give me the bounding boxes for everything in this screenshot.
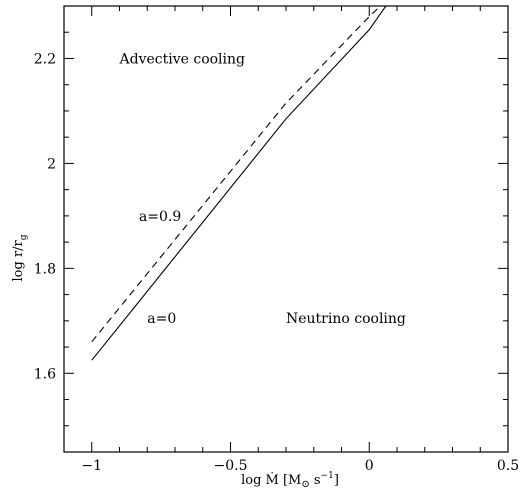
y-axis-label: log r/rg <box>11 234 29 281</box>
y-tick-label: 2.2 <box>34 51 56 67</box>
y-tick-label: 1.8 <box>34 261 56 277</box>
annotation-neutrino: Neutrino cooling <box>286 311 406 327</box>
annotation-a09: a=0.9 <box>139 209 181 225</box>
y-axis-label-main: log r/r <box>11 239 26 281</box>
y-axis-label-sub: g <box>19 234 29 240</box>
plot-frame <box>63 5 509 453</box>
x-axis-label: log Ṁ [M⊙ s−1] <box>241 471 339 490</box>
series-line-a=0.9 <box>91 5 381 343</box>
x-tick-label: −1 <box>81 458 102 474</box>
x-tick-label: −0.5 <box>214 458 248 474</box>
x-tick-label: 0 <box>365 458 374 474</box>
y-tick-label: 1.6 <box>34 366 56 382</box>
x-axis-label-main: log Ṁ [M <box>241 471 301 488</box>
annotation-a0: a=0 <box>147 311 176 327</box>
x-axis-label-mid: s <box>310 473 321 488</box>
series-line-a=0 <box>91 5 387 361</box>
x-axis-label-sun: ⊙ <box>301 479 309 490</box>
x-tick-label: 0.5 <box>497 458 519 474</box>
x-axis-label-exp: −1 <box>321 471 334 481</box>
annotation-advective: Advective cooling <box>119 51 246 67</box>
y-tick-label: 2 <box>47 156 56 172</box>
x-axis-label-end: ] <box>334 473 339 488</box>
